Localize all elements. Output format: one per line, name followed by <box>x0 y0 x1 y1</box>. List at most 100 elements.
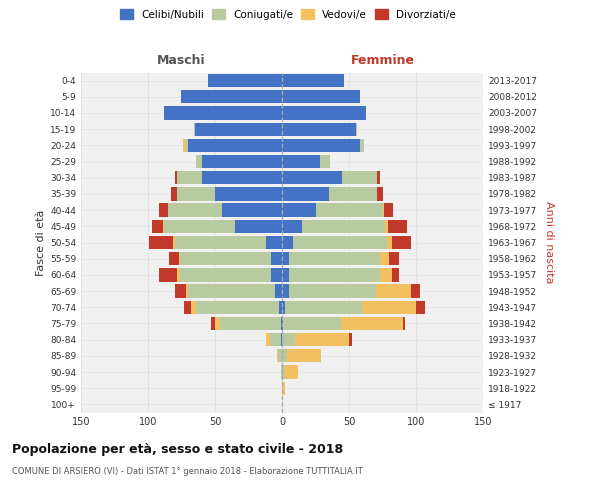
Bar <box>266 236 282 249</box>
Bar <box>388 220 407 233</box>
Bar <box>282 74 344 87</box>
Bar <box>282 220 302 233</box>
Bar <box>278 349 282 362</box>
Bar <box>289 252 380 266</box>
Bar <box>270 333 281 346</box>
Bar <box>282 300 284 314</box>
Bar <box>284 300 362 314</box>
Bar <box>403 317 405 330</box>
Bar <box>282 122 356 136</box>
Bar <box>271 268 282 281</box>
Bar <box>175 284 185 298</box>
Bar <box>360 138 364 152</box>
Bar <box>271 252 282 266</box>
Bar <box>169 252 179 266</box>
Bar <box>282 366 284 378</box>
Bar <box>180 252 271 266</box>
Bar <box>282 284 289 298</box>
Bar <box>185 284 188 298</box>
Bar <box>202 171 282 184</box>
Bar <box>185 138 188 152</box>
Bar <box>188 138 282 152</box>
Bar <box>282 90 360 104</box>
Bar <box>277 349 278 362</box>
Bar <box>293 236 386 249</box>
Bar <box>295 333 349 346</box>
Bar <box>215 317 220 330</box>
Text: Maschi: Maschi <box>157 54 206 68</box>
Bar <box>384 204 393 217</box>
Bar <box>183 138 185 152</box>
Bar <box>410 284 420 298</box>
Bar <box>208 74 282 87</box>
Legend: Celibi/Nubili, Coniugati/e, Vedovi/e, Divorziati/e: Celibi/Nubili, Coniugati/e, Vedovi/e, Di… <box>116 5 460 24</box>
Bar <box>164 106 282 120</box>
Bar <box>316 204 383 217</box>
Bar <box>320 155 330 168</box>
Bar <box>164 220 235 233</box>
Bar <box>171 188 178 200</box>
Bar <box>282 155 320 168</box>
Bar <box>376 284 410 298</box>
Bar <box>202 155 282 168</box>
Bar <box>349 333 352 346</box>
Bar <box>377 171 380 184</box>
Bar <box>282 188 329 200</box>
Bar <box>179 252 180 266</box>
Bar <box>266 333 270 346</box>
Bar <box>289 284 376 298</box>
Bar <box>275 284 282 298</box>
Text: Femmine: Femmine <box>350 54 415 68</box>
Bar <box>159 268 178 281</box>
Bar <box>392 268 398 281</box>
Bar <box>149 236 173 249</box>
Bar <box>222 204 282 217</box>
Bar <box>377 188 383 200</box>
Bar <box>385 220 388 233</box>
Bar <box>168 204 222 217</box>
Bar <box>282 268 289 281</box>
Bar <box>380 268 392 281</box>
Bar <box>195 122 282 136</box>
Bar <box>152 220 163 233</box>
Bar <box>416 300 425 314</box>
Bar <box>356 122 357 136</box>
Bar <box>302 220 385 233</box>
Bar <box>196 300 280 314</box>
Bar <box>392 236 410 249</box>
Bar <box>282 138 360 152</box>
Bar <box>191 300 196 314</box>
Text: Popolazione per età, sesso e stato civile - 2018: Popolazione per età, sesso e stato civil… <box>12 442 343 456</box>
Bar <box>178 171 202 184</box>
Bar <box>329 188 377 200</box>
Text: COMUNE DI ARSIERO (VI) - Dati ISTAT 1° gennaio 2018 - Elaborazione TUTTITALIA.IT: COMUNE DI ARSIERO (VI) - Dati ISTAT 1° g… <box>12 466 363 475</box>
Bar <box>178 268 180 281</box>
Bar <box>220 317 281 330</box>
Bar <box>343 171 377 184</box>
Bar <box>182 90 282 104</box>
Bar <box>188 284 275 298</box>
Bar <box>281 333 282 346</box>
Bar <box>235 220 282 233</box>
Bar <box>215 188 282 200</box>
Bar <box>175 236 266 249</box>
Bar <box>287 349 321 362</box>
Bar <box>282 171 343 184</box>
Bar <box>163 220 164 233</box>
Bar <box>282 382 284 395</box>
Bar <box>211 317 215 330</box>
Bar <box>362 300 416 314</box>
Bar <box>180 268 271 281</box>
Bar <box>389 252 398 266</box>
Bar <box>280 300 282 314</box>
Bar <box>281 317 282 330</box>
Bar <box>178 188 215 200</box>
Bar <box>196 155 202 168</box>
Bar <box>282 204 316 217</box>
Bar <box>159 204 168 217</box>
Bar <box>194 122 195 136</box>
Bar <box>282 349 287 362</box>
Bar <box>281 366 282 378</box>
Bar <box>341 317 403 330</box>
Bar <box>283 317 341 330</box>
